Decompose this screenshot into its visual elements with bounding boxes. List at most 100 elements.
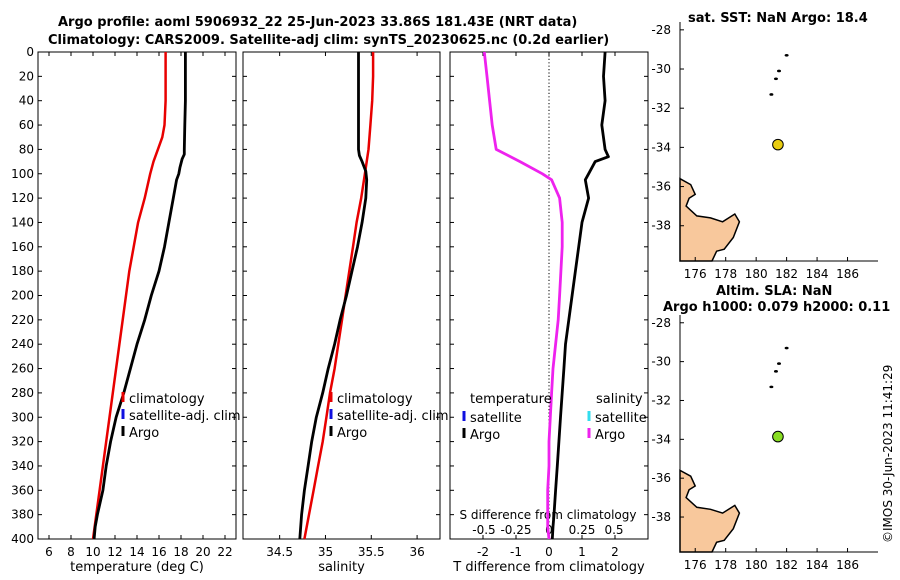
tdiff-argo-line bbox=[550, 51, 610, 540]
tdiff-tick-label: -1 bbox=[510, 545, 522, 559]
salinity-tick-label: 35.5 bbox=[358, 545, 385, 559]
depth-tick-label: 300 bbox=[11, 410, 34, 424]
salinity-tick-label: 35 bbox=[318, 545, 333, 559]
sst-map-lon-label: 176 bbox=[684, 267, 707, 281]
map1-title: sat. SST: NaN Argo: 18.4 bbox=[688, 11, 868, 26]
sla-map-island bbox=[777, 362, 781, 365]
diff-legend-title: temperature bbox=[470, 392, 552, 407]
salinity-legend-label: Argo bbox=[337, 426, 367, 441]
sst-map-lat-label: -30 bbox=[651, 62, 671, 76]
sst-map-lat-label: -28 bbox=[651, 23, 671, 37]
depth-tick-label: 40 bbox=[19, 94, 34, 108]
sdiff-tick-label: 0.25 bbox=[569, 523, 596, 537]
temperature-legend-label: climatology bbox=[129, 392, 205, 407]
sst-map-land bbox=[679, 177, 741, 262]
tdiff-tick-label: 0 bbox=[545, 545, 553, 559]
sst-map-lat-label: -34 bbox=[651, 140, 671, 154]
temperature-tick-label: 10 bbox=[85, 545, 100, 559]
tdiff-tick-label: 2 bbox=[611, 545, 619, 559]
temperature-tick-label: 18 bbox=[173, 545, 188, 559]
salinity-argo-line bbox=[298, 52, 369, 540]
sla-map-lon-label: 176 bbox=[684, 558, 707, 572]
diff-legend-title: salinity bbox=[596, 392, 643, 407]
sst-map-lon-label: 180 bbox=[745, 267, 768, 281]
sla-map-lon-label: 178 bbox=[714, 558, 737, 572]
temperature-tick-label: 6 bbox=[45, 545, 53, 559]
depth-tick-label: 0 bbox=[26, 45, 34, 59]
figure-title-line2: Climatology: CARS2009. Satellite-adj cli… bbox=[48, 33, 610, 48]
tdiff-axis-label: T difference from climatology bbox=[452, 560, 645, 575]
sla-map-lon-label: 182 bbox=[775, 558, 798, 572]
map2-subtitle: Argo h1000: 0.079 h2000: 0.11 bbox=[663, 300, 891, 315]
temperature-tick-label: 20 bbox=[195, 545, 210, 559]
sst-map-island bbox=[784, 54, 789, 57]
sst-map-island bbox=[777, 69, 781, 73]
sla-map-lon-label: 184 bbox=[806, 558, 829, 572]
depth-tick-label: 240 bbox=[11, 337, 34, 351]
temperature-tick-label: 14 bbox=[129, 545, 144, 559]
sdiff-tick-label: -0.5 bbox=[472, 523, 495, 537]
sla-map-lat-label: -28 bbox=[651, 316, 671, 330]
depth-tick-label: 120 bbox=[11, 191, 34, 205]
sla-map-lat-label: -30 bbox=[651, 355, 671, 369]
sdiff-argo-line bbox=[482, 51, 564, 540]
tdiff-tick-label: -2 bbox=[477, 545, 489, 559]
temperature-legend-label: satellite-adj. clim bbox=[129, 409, 241, 424]
depth-tick-label: 320 bbox=[11, 435, 34, 449]
depth-tick-label: 400 bbox=[11, 532, 34, 546]
depth-tick-label: 360 bbox=[11, 483, 34, 497]
sla-map-lat-label: -36 bbox=[651, 471, 671, 485]
sst-map-lon-label: 186 bbox=[836, 267, 859, 281]
sst-map-lat-label: -36 bbox=[651, 180, 671, 194]
depth-tick-label: 260 bbox=[11, 362, 34, 376]
sst-map-island bbox=[773, 77, 778, 81]
sst-map-lon-label: 184 bbox=[806, 267, 829, 281]
depth-tick-label: 160 bbox=[11, 240, 34, 254]
sdiff-tick-label: -0.25 bbox=[500, 523, 531, 537]
sla-map-island bbox=[769, 385, 774, 389]
sst-map-argo-point bbox=[772, 138, 784, 151]
sst-map-island bbox=[769, 93, 774, 96]
map2-title: Altim. SLA: NaN bbox=[716, 284, 833, 299]
salinity-legend-label: satellite-adj. clim bbox=[337, 409, 449, 424]
depth-tick-label: 180 bbox=[11, 264, 34, 278]
diff-temperature-legend-label: satellite bbox=[470, 411, 522, 426]
panel-frame-2 bbox=[242, 51, 441, 540]
temperature-tick-label: 8 bbox=[67, 545, 75, 559]
salinity-tick-label: 36 bbox=[409, 545, 424, 559]
sst-map-lat-label: -32 bbox=[651, 101, 671, 115]
depth-tick-label: 340 bbox=[11, 459, 34, 473]
salinity-climatology-line bbox=[303, 52, 375, 540]
diff-temperature-legend-label: Argo bbox=[470, 428, 500, 443]
tdiff-tick-label: 1 bbox=[578, 545, 586, 559]
depth-tick-label: 380 bbox=[11, 508, 34, 522]
sla-map-island bbox=[773, 370, 778, 373]
diff-salinity-legend-label: satellite bbox=[595, 411, 647, 426]
temperature-tick-label: 12 bbox=[107, 545, 122, 559]
sst-map-lon-label: 178 bbox=[714, 267, 737, 281]
depth-tick-label: 100 bbox=[11, 167, 34, 181]
sla-map-lon-label: 180 bbox=[745, 558, 768, 572]
sla-map-lat-label: -32 bbox=[651, 393, 671, 407]
sla-map-argo-point bbox=[772, 430, 784, 443]
sla-map-island bbox=[784, 346, 789, 350]
depth-tick-label: 80 bbox=[19, 142, 34, 156]
sst-map-lon-label: 182 bbox=[775, 267, 798, 281]
depth-tick-label: 20 bbox=[19, 69, 34, 83]
salinity-tick-label: 34.5 bbox=[266, 545, 293, 559]
sla-map-land bbox=[679, 469, 741, 553]
depth-tick-label: 200 bbox=[11, 289, 34, 303]
salinity-axis-label: salinity bbox=[318, 560, 365, 575]
depth-tick-label: 140 bbox=[11, 215, 34, 229]
temperature-argo-line bbox=[92, 52, 187, 540]
temperature-legend-label: Argo bbox=[129, 426, 159, 441]
sla-map-lat-label: -38 bbox=[651, 510, 671, 524]
depth-tick-label: 60 bbox=[19, 118, 34, 132]
sla-map-lon-label: 186 bbox=[836, 558, 859, 572]
sdiff-tick-label: 0.5 bbox=[604, 523, 623, 537]
temperature-axis-label: temperature (deg C) bbox=[70, 560, 204, 575]
sla-map-lat-label: -34 bbox=[651, 432, 671, 446]
figure-title-line1: Argo profile: aoml 5906932_22 25-Jun-202… bbox=[58, 15, 578, 30]
depth-tick-label: 220 bbox=[11, 313, 34, 327]
temperature-tick-label: 16 bbox=[151, 545, 166, 559]
